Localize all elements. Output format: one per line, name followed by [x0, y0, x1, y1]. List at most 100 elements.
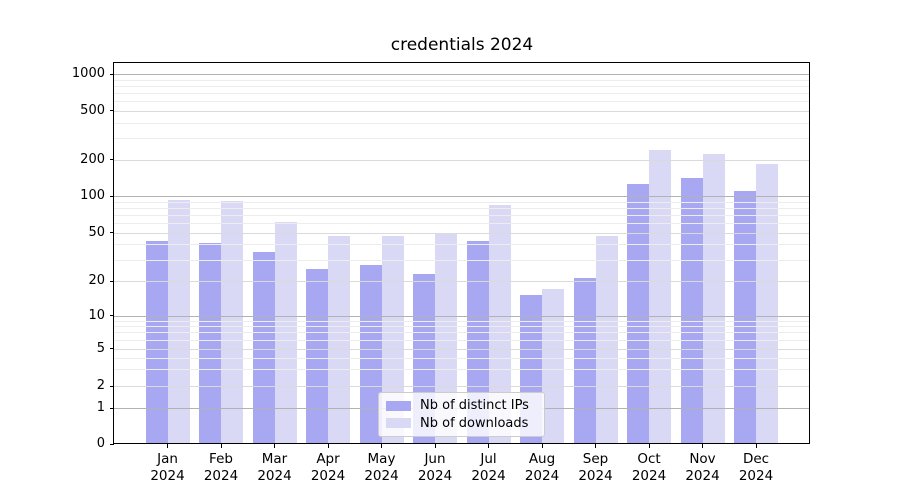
bar-distinct-ips [627, 184, 649, 444]
y-tick-mark [110, 443, 114, 445]
bar-downloads [221, 200, 243, 444]
x-tick-label-month: Jun [424, 451, 446, 467]
x-tick-label: Dec 2024 [724, 451, 788, 485]
x-tick-label-year: 2024 [257, 468, 292, 484]
bar-downloads [488, 204, 511, 444]
gridline [114, 159, 810, 161]
legend-swatch-distinct-ips [386, 400, 411, 411]
x-tick-mark [327, 444, 329, 448]
gridline-minor [114, 137, 810, 139]
gridline [114, 386, 810, 387]
x-tick-label: Oct 2024 [617, 451, 681, 485]
y-tick-mark [110, 159, 114, 160]
gridline-minor [114, 85, 810, 87]
bar-distinct-ips [573, 278, 596, 444]
x-tick-label-year: 2024 [685, 468, 720, 484]
y-tick-label: 200 [80, 151, 105, 167]
bar-distinct-ips [734, 190, 756, 444]
y-tick-mark [110, 385, 114, 387]
y-tick-label: 2 [96, 378, 105, 393]
y-tick-label: 1000 [71, 66, 105, 81]
y-tick-label: 500 [80, 102, 105, 118]
x-tick-label: Jan 2024 [136, 451, 200, 485]
x-tick-label: Apr 2024 [296, 451, 360, 485]
y-tick-mark [110, 348, 114, 349]
bar-distinct-ips [145, 240, 168, 444]
gridline-minor [114, 320, 810, 322]
bar-distinct-ips [306, 269, 328, 444]
x-tick-label-month: Jan [157, 451, 178, 467]
bar-distinct-ips [199, 243, 221, 444]
x-tick-label: Jul 2024 [457, 451, 521, 485]
bar-downloads [435, 233, 457, 444]
x-tick-mark [167, 444, 168, 448]
x-tick-label-month: Aug [528, 451, 556, 467]
bar-downloads [167, 199, 190, 444]
x-tick-label: Mar 2024 [243, 451, 307, 485]
bar-distinct-ips [252, 251, 275, 444]
x-tick-label-year: 2024 [150, 468, 185, 484]
gridline-minor [114, 122, 810, 124]
y-tick-label: 5 [96, 340, 105, 356]
x-tick-label: Nov 2024 [671, 451, 735, 485]
legend-swatch-downloads [386, 418, 411, 429]
x-tick-mark [755, 444, 757, 448]
gridline-minor [114, 201, 810, 203]
gridline-major [114, 196, 810, 197]
gridline [114, 232, 810, 234]
x-tick-label: Jun 2024 [403, 451, 467, 485]
gridline-minor [114, 259, 810, 261]
x-tick-label-month: May [367, 451, 396, 467]
y-tick-label: 50 [88, 224, 105, 240]
x-tick-label-month: Jul [480, 451, 497, 467]
y-tick-label: 20 [88, 273, 105, 288]
gridline-minor [114, 369, 810, 371]
y-tick-label: 100 [80, 188, 105, 203]
bar-distinct-ips [359, 265, 382, 444]
legend-label-distinct-ips: Nb of distinct IPs [420, 398, 529, 414]
x-tick-label-month: Nov [689, 451, 716, 467]
x-tick-label-month: Feb [209, 451, 233, 467]
bar-downloads [542, 289, 564, 444]
x-tick-mark [702, 444, 703, 448]
gridline-minor [114, 207, 810, 209]
x-tick-label-year: 2024 [203, 468, 239, 484]
x-tick-mark [274, 444, 275, 448]
gridline-minor [114, 79, 810, 81]
gridline-minor [114, 223, 810, 225]
legend-label-downloads: Nb of downloads [420, 415, 529, 431]
y-tick-label: 1 [96, 400, 105, 416]
x-tick-mark [434, 444, 436, 448]
gridline-minor [114, 214, 810, 216]
y-tick-mark [110, 315, 114, 316]
x-tick-mark [220, 444, 222, 448]
x-tick-mark [488, 444, 489, 448]
y-tick-label: 0 [96, 436, 105, 451]
gridline-minor [114, 101, 810, 103]
x-tick-label: Feb 2024 [189, 451, 253, 485]
x-tick-label-month: Sep [582, 451, 609, 467]
gridline-minor [114, 339, 810, 341]
x-tick-mark [648, 444, 650, 448]
x-tick-label-year: 2024 [631, 468, 667, 484]
x-tick-label: May 2024 [350, 451, 414, 485]
legend-item-downloads: Nb of downloads [386, 415, 536, 432]
gridline-major [114, 74, 810, 75]
gridline-minor [114, 332, 810, 334]
x-tick-mark [381, 444, 382, 448]
gridline-minor [114, 244, 810, 246]
x-tick-label-month: Apr [316, 451, 340, 467]
x-tick-label: Sep 2024 [564, 451, 628, 485]
x-tick-mark [541, 444, 543, 448]
y-tick-mark [110, 73, 114, 75]
x-tick-label-month: Dec [742, 451, 770, 467]
gridline-minor [114, 326, 810, 328]
x-tick-label-year: 2024 [524, 468, 560, 484]
x-tick-label-month: Mar [261, 451, 288, 467]
axes-frame [113, 62, 810, 444]
y-tick-mark [110, 407, 114, 409]
gridline-minor [114, 92, 810, 94]
gridline [114, 348, 810, 350]
y-tick-label: 10 [88, 307, 105, 323]
